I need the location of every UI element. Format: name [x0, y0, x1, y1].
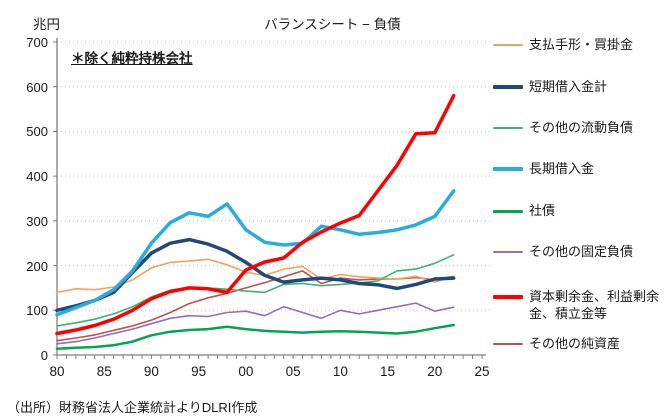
legend-item-0: 支払手形・買掛金	[493, 36, 661, 53]
series-line-3	[55, 189, 456, 317]
x-axis-label: 15	[380, 364, 396, 379]
legend-label: 長期借入金	[529, 161, 595, 176]
y-axis-label: 0	[40, 348, 48, 363]
legend-label: その他の純資産	[529, 336, 621, 351]
series-line-5	[56, 302, 455, 345]
y-axis-label: 200	[26, 258, 48, 274]
x-axis-label: 85	[96, 364, 112, 379]
x-axis-label: 10	[332, 364, 348, 379]
legend-label: 資本剰余金、利益剰余金、積立金等	[529, 289, 660, 321]
chart-legend: 支払手形・買掛金 短期借入金計その他の流動負債 長期借入金社債その他の固定負債資本剰…	[493, 0, 665, 418]
legend-item-1: 短期借入金計	[493, 78, 661, 95]
chart-title: バランスシート − 負債	[264, 17, 401, 32]
chart-annotation: ＊除く純粋持株会社	[71, 51, 193, 66]
legend-label: その他の固定負債	[529, 244, 634, 259]
legend-label: 支払手形・買掛金	[529, 37, 634, 52]
legend-line-swatch	[493, 295, 523, 299]
y-axis-label: 700	[26, 35, 48, 50]
y-axis-label: 600	[26, 79, 48, 95]
legend-line-swatch	[493, 251, 523, 253]
x-axis-label: 95	[191, 364, 207, 379]
series-line-1	[55, 237, 456, 313]
legend-line-swatch	[493, 44, 523, 46]
series-line-4	[55, 323, 455, 350]
legend-label: 短期借入金計	[529, 79, 608, 94]
x-axis-label: 90	[143, 364, 159, 379]
legend-item-6: 資本剰余金、利益剰余金、積立金等	[493, 288, 661, 322]
legend-item-5: その他の固定負債	[493, 243, 661, 260]
legend-label: その他の流動負債	[529, 120, 634, 135]
y-axis-label: 500	[26, 124, 48, 140]
legend-item-2: その他の流動負債	[493, 119, 661, 136]
legend-line-swatch	[493, 127, 523, 129]
legend-item-7: その他の純資産	[493, 335, 661, 352]
x-axis-label: 25	[474, 364, 490, 379]
y-axis-label: 300	[26, 213, 48, 229]
legend-line-swatch	[493, 85, 523, 89]
source-note: （出所）財務省法人企業統計よりDLRI作成	[7, 400, 258, 415]
y-axis-label: 100	[26, 303, 48, 319]
legend-item-4: 社債	[493, 202, 661, 219]
x-axis-label: 20	[427, 364, 443, 379]
legend-item-3: 長期借入金	[493, 160, 661, 177]
x-axis-label: 05	[285, 364, 301, 379]
legend-label: 社債	[529, 203, 556, 218]
x-axis-label: 00	[238, 364, 254, 379]
y-axis-unit-label: 兆円	[33, 17, 60, 32]
series-line-6	[55, 93, 456, 336]
legend-line-swatch	[493, 343, 523, 345]
legend-line-swatch	[493, 210, 523, 213]
y-axis-label: 400	[26, 169, 48, 185]
series-line-2	[56, 254, 455, 327]
x-axis-label: 80	[49, 364, 65, 379]
legend-line-swatch	[493, 167, 523, 171]
